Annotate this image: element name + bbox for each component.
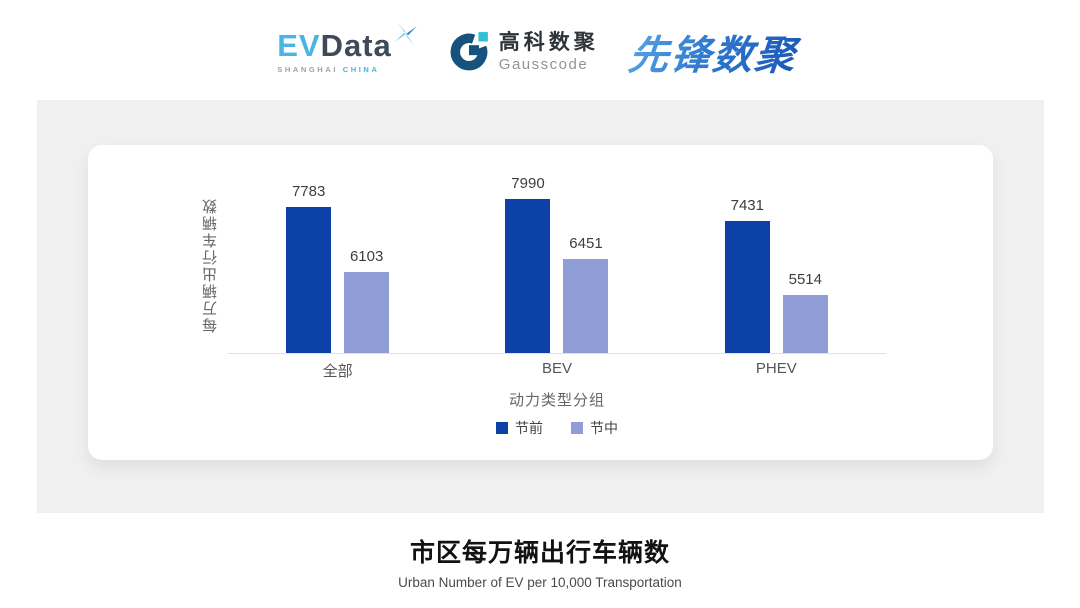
chart-subtitle: Urban Number of EV per 10,000 Transporta… xyxy=(398,575,682,590)
bar-value-label: 6103 xyxy=(349,248,384,265)
bar-value-label: 7990 xyxy=(511,175,545,192)
category-label-BEV: BEV xyxy=(541,360,572,377)
evdata-wordmark: EV Data xyxy=(277,23,418,63)
legend-label: 节前 xyxy=(515,420,543,436)
bar-group-全部: 7783 6103 xyxy=(228,168,447,353)
bar-value-label: 7431 xyxy=(730,197,764,214)
legend-item-节前: 节前 xyxy=(496,418,543,438)
bar-节中-BEV: 6451 xyxy=(563,235,609,353)
bar-节中-PHEV: 5514 xyxy=(782,271,828,353)
evdata-tagline-shanghai: SHANGHAI xyxy=(277,65,339,74)
legend-swatch-icon xyxy=(496,422,508,434)
gausscode-logo: 高科数聚 Gausscode xyxy=(448,31,599,73)
chart-panel: 每万辆出行车辆数 7783 6103 7990 6451 7431 5514 全部 BEV P… xyxy=(37,100,1044,513)
bar-节前-PHEV: 7431 xyxy=(724,197,770,353)
evdata-data-text: Data xyxy=(320,28,392,63)
gausscode-cn-text: 高科数聚 xyxy=(498,31,599,55)
chart-title-block: 市区每万辆出行车辆数 Urban Number of EV per 10,000… xyxy=(0,533,1080,590)
bar-group-BEV: 7990 6451 xyxy=(447,168,666,353)
legend-label: 节中 xyxy=(590,420,618,436)
chart-title: 市区每万辆出行车辆数 xyxy=(409,539,670,567)
header-logos: EV Data SHANGHAI CHINA 高科数聚 xyxy=(0,16,1080,88)
evdata-tagline-china: CHINA xyxy=(342,65,380,74)
gausscode-text: 高科数聚 Gausscode xyxy=(499,31,599,72)
plot-area: 7783 6103 7990 6451 7431 5514 xyxy=(228,168,886,353)
gausscode-en-text: Gausscode xyxy=(498,55,589,73)
bar-value-label: 7783 xyxy=(291,183,326,200)
evdata-star-icon xyxy=(394,23,417,45)
y-axis-label: 每万辆出行车辆数 xyxy=(202,197,219,333)
x-axis-title: 动力类型分组 xyxy=(508,392,605,409)
category-label-全部: 全部 xyxy=(322,363,353,380)
bar-group-PHEV: 7431 5514 xyxy=(667,168,886,353)
legend: 节前 节中 xyxy=(228,418,886,438)
category-label-PHEV: PHEV xyxy=(755,360,797,377)
bar-value-label: 6451 xyxy=(569,235,603,252)
gausscode-g-icon xyxy=(450,32,488,71)
evdata-logo: EV Data SHANGHAI CHINA xyxy=(277,23,418,74)
legend-item-节中: 节中 xyxy=(571,418,618,438)
bar-value-label: 5514 xyxy=(788,271,822,288)
pioneer-logo: 先锋数聚 xyxy=(626,23,806,81)
bar-节前-全部: 7783 xyxy=(286,183,332,353)
bar-节中-全部: 6103 xyxy=(344,248,390,353)
chart-card: 每万辆出行车辆数 7783 6103 7990 6451 7431 5514 全部 BEV P… xyxy=(88,145,993,460)
legend-swatch-icon xyxy=(571,422,583,434)
category-labels: 全部 BEV PHEV xyxy=(228,360,886,381)
bar-节前-BEV: 7990 xyxy=(505,175,551,353)
x-axis-line xyxy=(228,353,886,354)
evdata-ev-text: EV xyxy=(277,28,321,63)
evdata-tagline: SHANGHAI CHINA xyxy=(277,65,418,74)
